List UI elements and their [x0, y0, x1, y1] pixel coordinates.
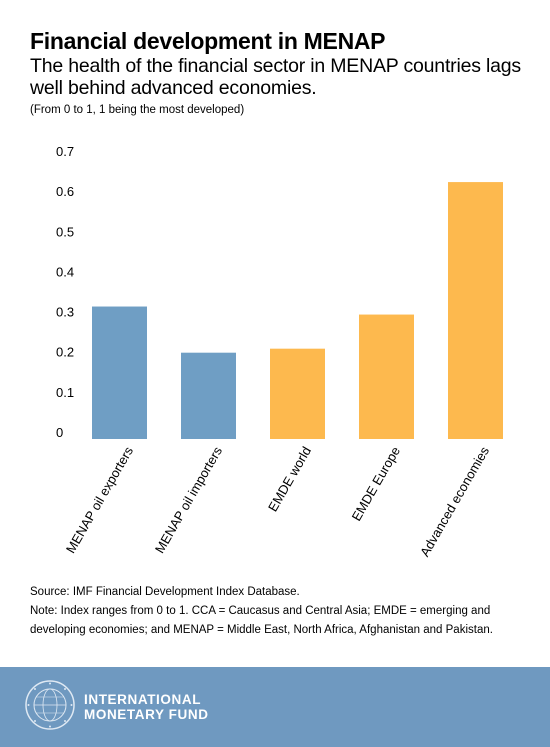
x-tick-label: MENAP oil exporters	[63, 444, 136, 556]
bar-chart: 0 0.1 0.2 0.3 0.4 0.5 0.6 0.7 MENAP oil exporte…	[56, 144, 503, 560]
chart-subtitle: The health of the financial sector in ME…	[30, 55, 521, 99]
org-name-line2: MONETARY FUND	[84, 707, 209, 722]
y-tick-label: 0	[56, 425, 63, 440]
source-notes: Source: IMF Financial Development Index …	[30, 583, 530, 640]
imf-seal-icon	[25, 680, 75, 730]
bars	[92, 182, 503, 440]
x-tick-label: MENAP oil importers	[152, 444, 225, 556]
bar	[448, 182, 503, 440]
y-tick-label: 0.4	[56, 264, 74, 279]
note-text: Note: Index ranges from 0 to 1. CCA = Ca…	[30, 605, 493, 636]
chart-title: Financial development in MENAP	[30, 28, 386, 54]
x-tick-label: EMDE Europe	[349, 444, 404, 523]
bar	[359, 314, 414, 439]
y-tick-label: 0.5	[56, 224, 74, 239]
y-axis-ticks: 0 0.1 0.2 0.3 0.4 0.5 0.6 0.7	[56, 144, 74, 440]
y-tick-label: 0.6	[56, 184, 74, 199]
bar	[181, 352, 236, 439]
y-tick-label: 0.3	[56, 305, 74, 320]
y-tick-label: 0.7	[56, 144, 74, 159]
y-tick-label: 0.1	[56, 385, 74, 400]
footer-banner: INTERNATIONAL MONETARY FUND	[0, 667, 550, 747]
org-name-line1: INTERNATIONAL	[84, 692, 202, 707]
y-tick-label: 0.2	[56, 345, 74, 360]
org-name: INTERNATIONAL MONETARY FUND	[84, 692, 209, 722]
x-tick-label: EMDE world	[265, 444, 314, 514]
x-tick-label: Advanced economies	[417, 444, 492, 560]
x-axis-labels: MENAP oil exporters MENAP oil importers EM…	[63, 444, 492, 560]
bar	[270, 348, 325, 439]
source-text: Source: IMF Financial Development Index …	[30, 586, 300, 598]
bar	[92, 306, 147, 439]
scale-note: (From 0 to 1, 1 being the most developed…	[30, 104, 245, 116]
